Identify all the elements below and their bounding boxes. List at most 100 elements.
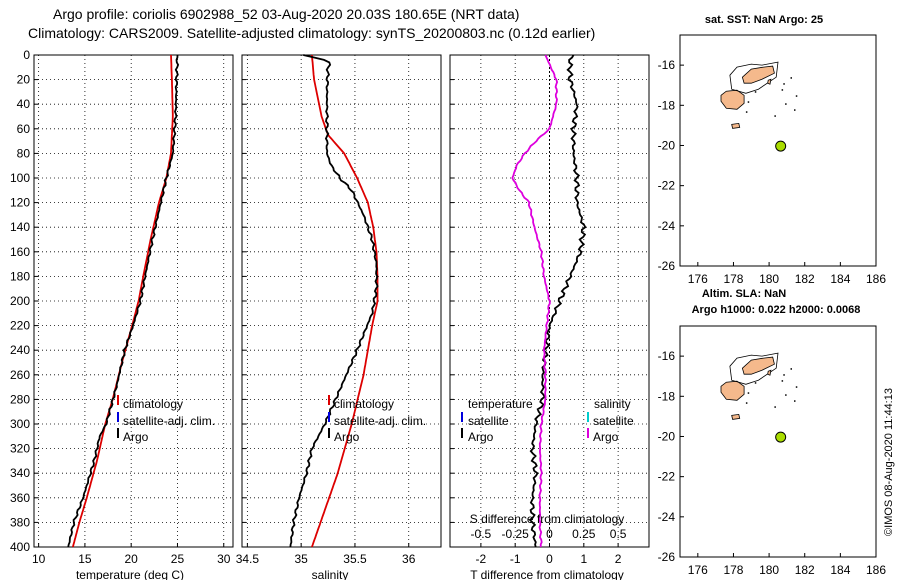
y-tick-label: 40 (17, 97, 31, 111)
temperature-panel: 10 15 20 25 30020406080100120140160180200220… (10, 48, 234, 566)
map-y-tick-label: -26 (658, 550, 676, 564)
reef-outline (729, 61, 779, 94)
map-x-tick-label: 184 (830, 272, 850, 286)
x2-tick-label: -0.5 (471, 527, 492, 541)
legend-temperature-title: temperature (468, 397, 533, 411)
map-x-tick-label: 176 (688, 563, 708, 577)
map-y-tick-label: -24 (658, 510, 676, 524)
y-tick-label: 80 (17, 146, 31, 160)
legend-satellite-label: satellite-adj. clim. (334, 414, 426, 428)
map-x-tick-label: 186 (866, 272, 886, 286)
y-tick-label: 20 (17, 73, 31, 87)
sla-map-title-2: Argo h1000: 0.022 h2000: 0.0068 (692, 304, 861, 316)
legend-climatology-label: climatology (334, 397, 394, 411)
islet (745, 111, 748, 113)
islet (795, 95, 798, 97)
profile-location-marker (775, 140, 787, 152)
islet (774, 115, 776, 117)
map-x-tick-label: 180 (759, 563, 779, 577)
islet (754, 382, 757, 384)
islet (747, 101, 750, 103)
map-x-tick-label: 184 (830, 563, 850, 577)
sla-map-panel: -16 -18 -20 -22 -24 -26 176 178 180 182 184 186 (658, 325, 886, 577)
map-x-tick-label: 180 (759, 272, 779, 286)
islet (785, 394, 787, 396)
sst-map-panel: -16 -18 -20 -22 -24 -26 176 178 180 182 184 186 (658, 34, 886, 286)
map-y-tick-label: -16 (658, 349, 676, 363)
x2-tick-label: 0 (546, 527, 553, 541)
y-tick-label: 240 (10, 343, 30, 357)
temperature-xlabel: temperature (deg C) (76, 568, 184, 580)
salinity-panel: 34.5 35 35.5 36 (236, 54, 442, 566)
islet (794, 109, 796, 111)
x-tick-label: 30 (217, 552, 231, 566)
salinity-legend: climatology satellite-adj. clim. Argo (334, 397, 426, 444)
y-tick-label: 360 (10, 491, 30, 505)
vanua-levu-island (741, 356, 775, 375)
y-tick-label: 200 (10, 294, 30, 308)
sla-map-title-1: Altim. SLA: NaN (702, 288, 786, 300)
legend-satellite-label: satellite (593, 414, 634, 428)
y-tick-label: 220 (10, 319, 30, 333)
islet (781, 380, 784, 382)
islet (781, 89, 784, 91)
islet (794, 400, 796, 402)
x-tick-label: 15 (78, 552, 92, 566)
y-tick-label: 160 (10, 245, 30, 259)
islet (790, 368, 792, 370)
viti-levu-island (720, 89, 745, 110)
islet (783, 374, 785, 376)
map-y-tick-label: -22 (658, 179, 676, 193)
legend-argo-label: Argo (593, 430, 619, 444)
x-tick-label: 1 (580, 552, 587, 566)
legend-salinity-title: salinity (594, 397, 631, 411)
islet (785, 103, 787, 105)
x-tick-label: 25 (171, 552, 185, 566)
temperature-legend: climatology satellite-adj. clim. Argo (123, 397, 215, 444)
legend-satellite-label: satellite (468, 414, 509, 428)
difference-xlabel: T difference from climatology (470, 568, 624, 580)
y-tick-label: 120 (10, 196, 30, 210)
salinity-xlabel: salinity (312, 568, 349, 580)
argo-s-diff-line (511, 54, 559, 548)
map-y-tick-label: -20 (658, 429, 676, 443)
map-x-tick-label: 176 (688, 272, 708, 286)
y-tick-label: 60 (17, 122, 31, 136)
x-tick-label: -2 (476, 552, 487, 566)
map-x-tick-label: 186 (866, 563, 886, 577)
taveuni-island (767, 369, 772, 376)
legend-satellite-label: satellite-adj. clim. (123, 414, 215, 428)
map-y-tick-label: -16 (658, 58, 676, 72)
plot-area (33, 54, 234, 548)
x-tick-label: 20 (125, 552, 139, 566)
x-tick-label: 35.5 (343, 552, 367, 566)
y-tick-label: 0 (23, 48, 30, 62)
map-y-tick-label: -18 (658, 98, 676, 112)
y-tick-label: 380 (10, 515, 30, 529)
x-tick-label: 2 (615, 552, 622, 566)
taveuni-island (767, 78, 772, 85)
islet (795, 386, 798, 388)
legend-argo-label: Argo (334, 430, 360, 444)
argo-line (67, 54, 180, 548)
y-tick-label: 400 (10, 540, 30, 554)
y-tick-label: 180 (10, 269, 30, 283)
islet (754, 91, 757, 93)
reef-outline (729, 352, 779, 385)
legend-climatology-label: climatology (123, 397, 183, 411)
map-y-tick-label: -18 (658, 389, 676, 403)
difference-legend: temperature satellite Argo salinity sate… (468, 397, 634, 444)
y-tick-label: 320 (10, 442, 30, 456)
x-tick-label: 35 (294, 552, 308, 566)
climatology-line (72, 54, 174, 548)
argo-t-diff-line (528, 54, 587, 548)
legend-argo-label: Argo (468, 430, 494, 444)
imos-credit: ©IMOS 08-Aug-2020 11:44:13 (883, 388, 895, 536)
islet (774, 406, 776, 408)
profile-location-marker (775, 431, 787, 443)
map-x-tick-label: 178 (723, 563, 743, 577)
map-x-tick-label: 178 (723, 272, 743, 286)
x-tick-label: 0 (546, 552, 553, 566)
y-tick-label: 100 (10, 171, 30, 185)
